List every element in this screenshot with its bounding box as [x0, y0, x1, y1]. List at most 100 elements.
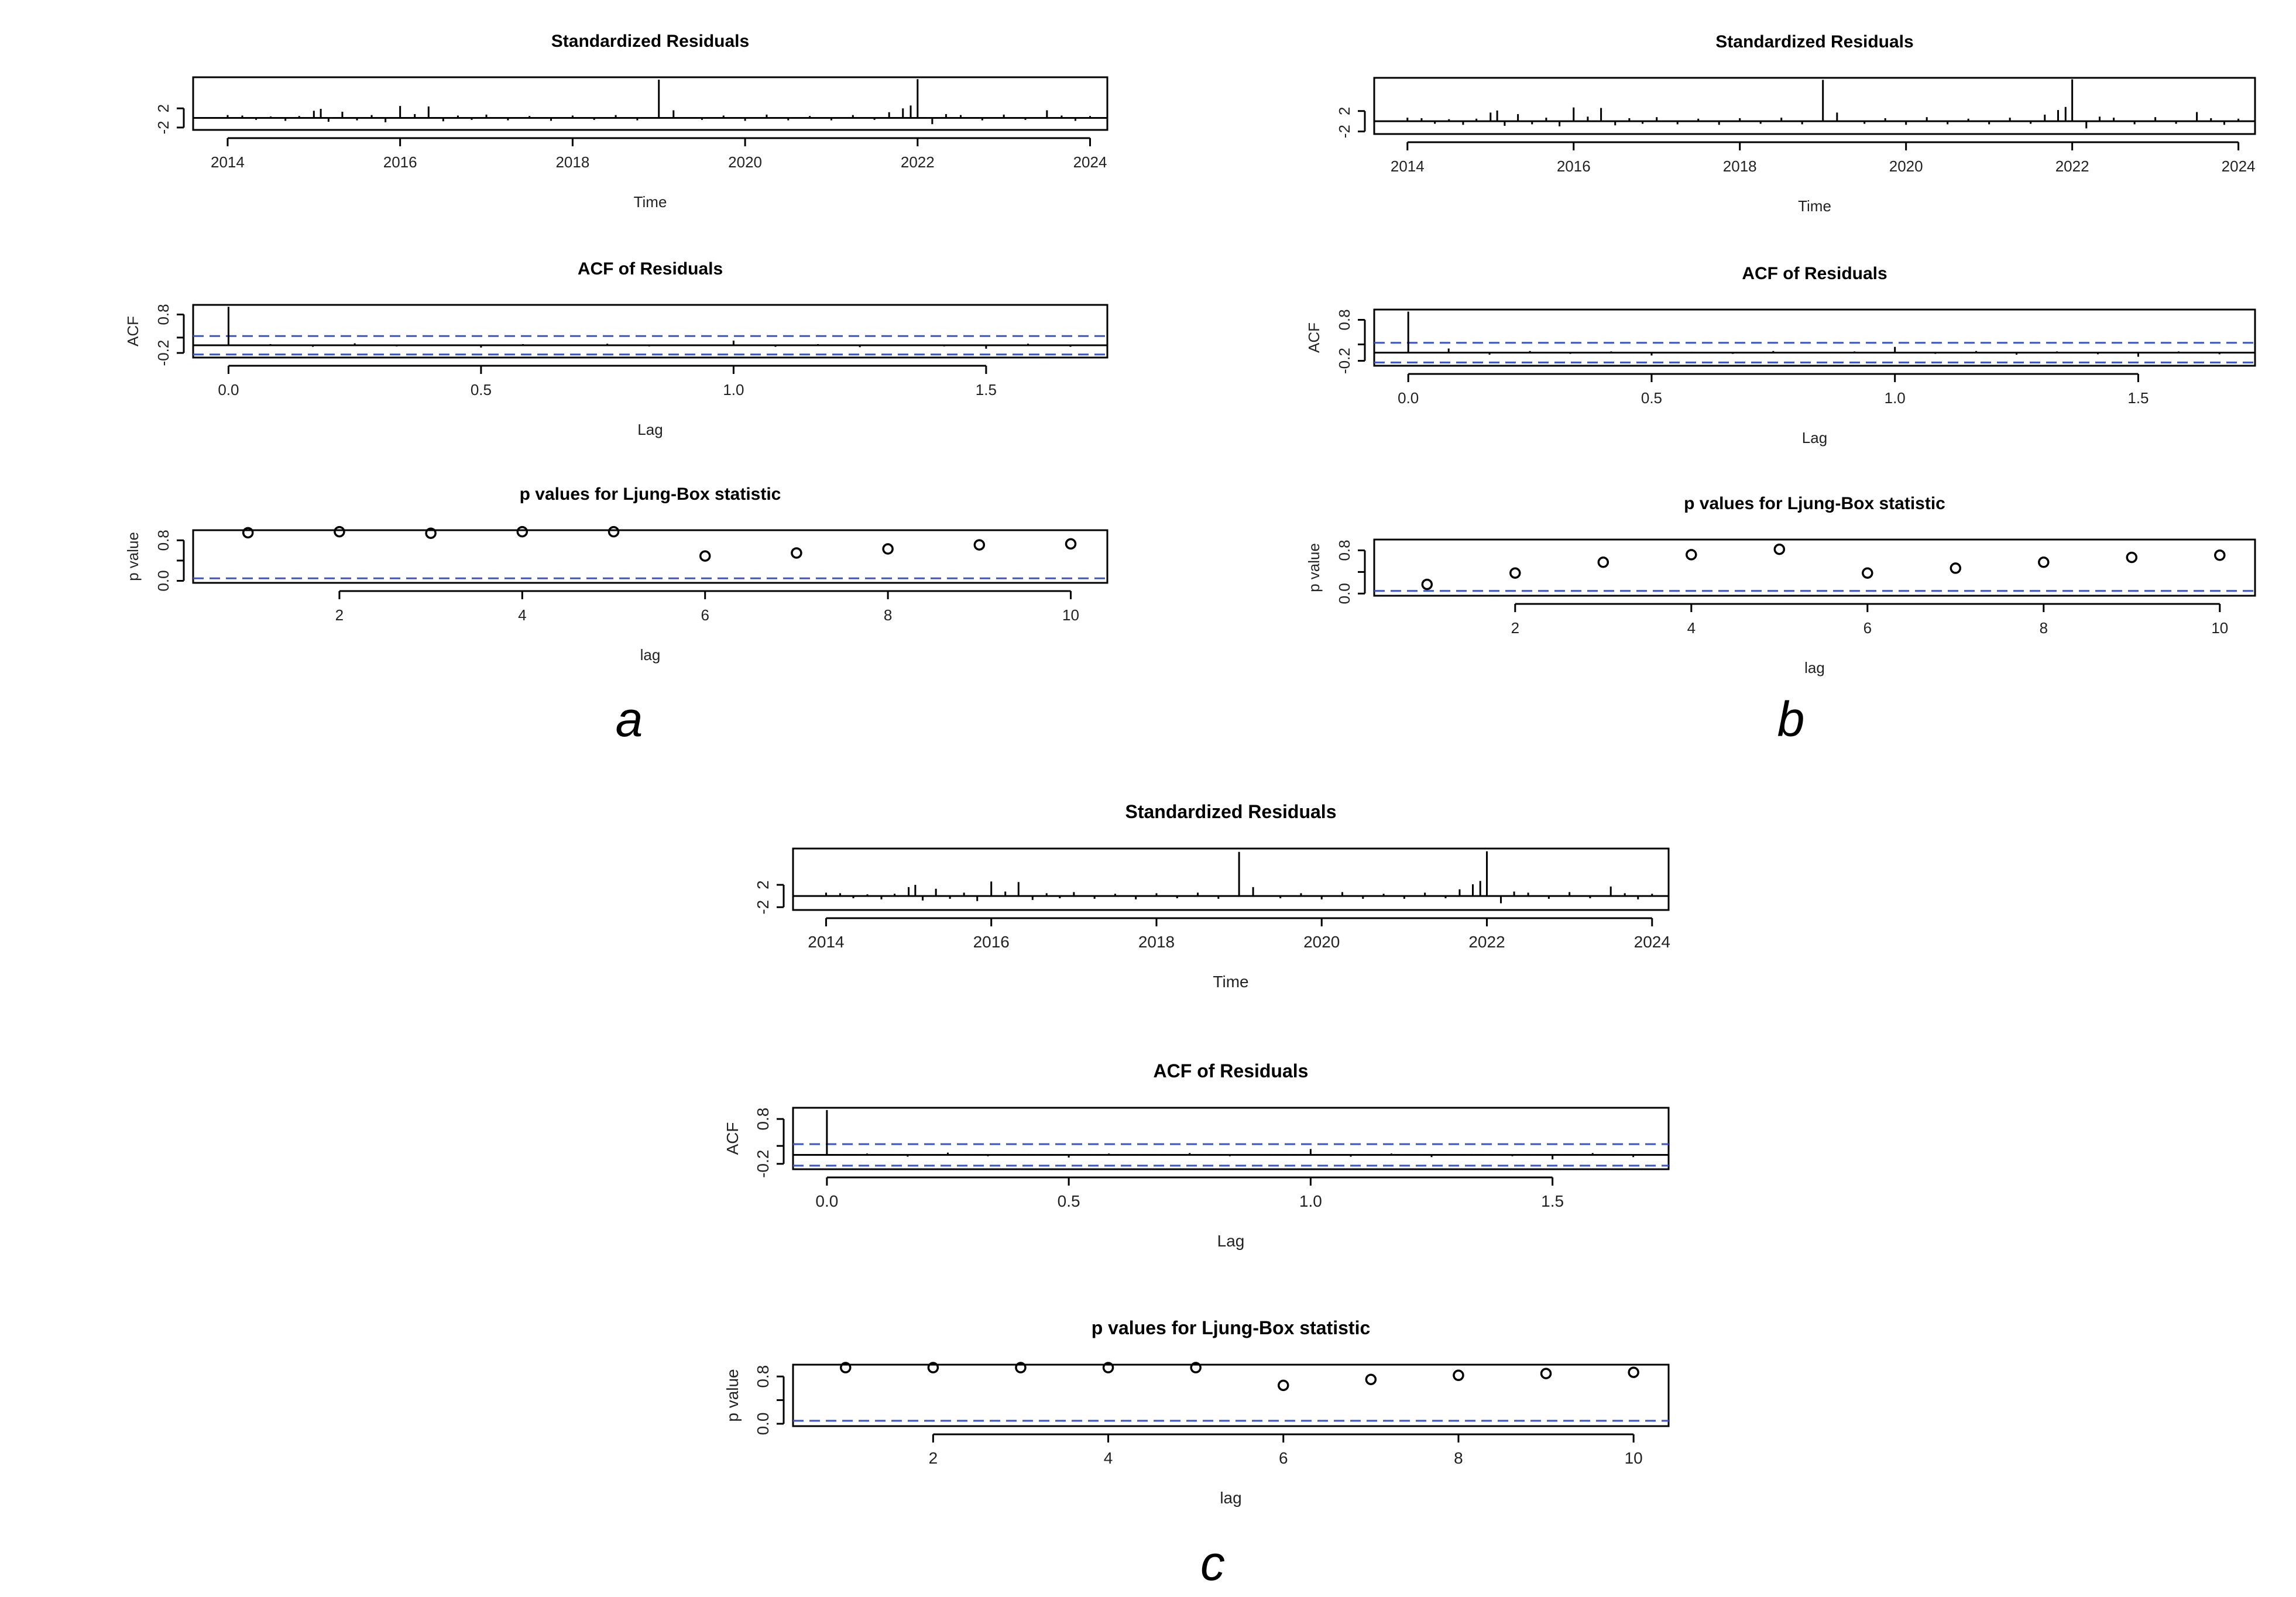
p-value-point [2126, 551, 2138, 564]
x-tick-label: 2022 [2055, 157, 2089, 175]
plot-title: ACF of Residuals [578, 259, 723, 279]
x-axis-label: Time [1213, 973, 1248, 991]
p-value-point [242, 527, 254, 539]
y-tick-label: 0.8 [754, 1108, 772, 1131]
x-axis-label: Lag [637, 421, 663, 438]
p-value-point [1862, 567, 1873, 579]
plot-residuals: Standardized Residuals 2014 2016 2018 2020 20… [155, 32, 1108, 211]
y-tick-label: -0.2 [155, 340, 172, 366]
y-tick-label: 0.0 [754, 1412, 772, 1435]
p-value-point [1597, 557, 1609, 568]
y-axis-label: ACF [1305, 322, 1323, 353]
x-tick-label: 2020 [1889, 157, 1923, 175]
x-tick-label: 2024 [1634, 933, 1670, 951]
x-tick-label: 2018 [1138, 933, 1175, 951]
p-value-point [425, 527, 437, 539]
plot-acf: ACF of Residuals 0.0 0.5 1.0 1.5 -0.2 0.8 Lag AC… [723, 1060, 1670, 1250]
y-tick-label: 2 [754, 880, 772, 889]
x-tick-label: 2020 [1303, 933, 1340, 951]
x-tick-label: 8 [884, 606, 892, 624]
x-axis-label: lag [1804, 659, 1825, 676]
p-value-point [1950, 562, 1962, 574]
p-value-point [516, 526, 528, 538]
panel-letter: b [1777, 692, 1805, 747]
y-tick-label: 2 [1336, 107, 1353, 115]
x-tick-label: 2016 [1557, 157, 1591, 175]
plot-residuals: Standardized Residuals 2014 2016 2018 2020 20… [1336, 32, 2256, 215]
y-tick-label: 0.8 [1336, 309, 1353, 330]
p-value-point [882, 543, 894, 555]
plot-acf: ACF of Residuals 0.0 0.5 1.0 1.5 -0.2 0.8 Lag AC… [124, 259, 1108, 438]
p-value-point [1773, 543, 1786, 555]
plot-frame [192, 76, 1108, 131]
plot-frame [1373, 77, 2256, 135]
x-tick-label: 2 [929, 1449, 938, 1467]
p-value-point [1365, 1373, 1377, 1385]
x-tick-label: 8 [1454, 1449, 1463, 1467]
y-tick-label: -2 [754, 900, 772, 915]
y-tick-label: 0.0 [1336, 583, 1353, 604]
x-tick-label: 2022 [1468, 933, 1505, 951]
x-tick-label: 0.5 [471, 381, 492, 399]
plot-title: Standardized Residuals [551, 32, 749, 51]
y-tick-label: 0.8 [754, 1365, 772, 1388]
x-tick-label: 1.5 [1541, 1192, 1564, 1210]
y-tick-label: -0.2 [754, 1150, 772, 1178]
y-tick-label: 0.8 [1336, 540, 1353, 561]
x-tick-label: 2014 [211, 153, 245, 171]
x-tick-label: 0.0 [218, 381, 239, 399]
x-tick-label: 1.0 [1885, 389, 1906, 407]
x-tick-label: 2014 [1391, 157, 1425, 175]
p-value-point [1509, 567, 1521, 579]
plot-frame [1373, 538, 2256, 597]
x-tick-label: 1.0 [1299, 1192, 1322, 1210]
x-tick-label: 1.5 [2127, 389, 2149, 407]
y-axis-label: ACF [124, 316, 142, 346]
x-tick-label: 2 [1511, 619, 1519, 637]
p-value-point [1190, 1362, 1202, 1373]
x-tick-label: 2018 [1723, 157, 1757, 175]
x-tick-label: 0.5 [1641, 389, 1662, 407]
p-value-point [334, 526, 345, 538]
x-tick-label: 2022 [901, 153, 935, 171]
p-value-point [1065, 538, 1077, 550]
x-tick-label: 4 [1687, 619, 1696, 637]
p-value-point [2214, 549, 2226, 561]
x-tick-label: 0.0 [1398, 389, 1419, 407]
x-tick-label: 2018 [555, 153, 589, 171]
p-value-point [927, 1362, 939, 1373]
p-value-point [791, 547, 802, 559]
p-value-point [1628, 1366, 1639, 1378]
y-tick-label: 0.8 [155, 304, 172, 325]
x-tick-label: 10 [2211, 619, 2228, 637]
x-axis-label: Lag [1217, 1232, 1245, 1250]
panel-letter: c [1200, 1536, 1225, 1591]
plot-title: ACF of Residuals [1154, 1060, 1309, 1081]
x-tick-label: 10 [1625, 1449, 1643, 1467]
x-axis-label: lag [1220, 1489, 1241, 1507]
x-tick-label: 1.0 [723, 381, 744, 399]
y-tick-label: 0.8 [155, 530, 172, 551]
p-value-point [973, 539, 986, 551]
plot-title: p values for Ljung-Box statistic [1684, 494, 1945, 513]
p-value-point [1278, 1379, 1289, 1392]
p-value-point [2038, 557, 2050, 568]
x-tick-label: 2024 [2222, 157, 2256, 175]
x-axis-label: Lag [1802, 429, 1827, 447]
p-value-point [840, 1362, 852, 1373]
plot-ljungbox: p values for Ljung-Box statistic 2 4 6 8 10 0.… [1305, 494, 2256, 676]
plot-frame [192, 304, 1108, 359]
p-value-point [1015, 1362, 1027, 1373]
p-value-point [1421, 578, 1433, 590]
x-tick-label: 2016 [383, 153, 417, 171]
plot-ljungbox: p values for Ljung-Box statistic 2 4 6 8 10 0.… [124, 485, 1108, 664]
x-tick-label: 8 [2040, 619, 2048, 637]
x-tick-label: 2016 [973, 933, 1010, 951]
panel-letter: a [616, 692, 643, 747]
x-axis-label: lag [640, 646, 661, 664]
p-value-point [1540, 1368, 1552, 1379]
plot-frame [792, 1107, 1670, 1170]
